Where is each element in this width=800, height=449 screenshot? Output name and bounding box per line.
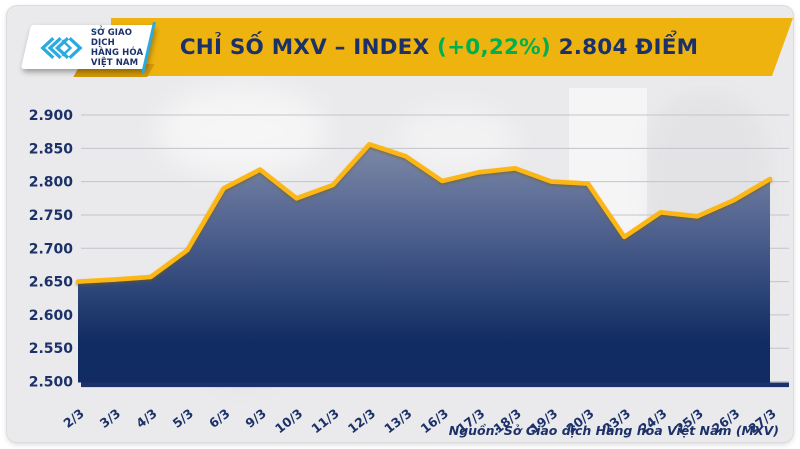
x-tick-label: 3/3 — [97, 406, 124, 431]
x-tick-label: 6/3 — [206, 406, 233, 431]
index-area-chart: 2.900 2.850 2.800 2.750 2.700 2.650 2.600 2.550… — [29, 108, 789, 437]
y-tick-label: 2.600 — [29, 308, 74, 324]
x-tick-label: 16/3 — [418, 406, 451, 437]
area-series — [78, 144, 770, 383]
chart-card: 2.900 2.850 2.800 2.750 2.700 2.650 2.600 2.550… — [7, 6, 793, 442]
y-axis-labels: 2.900 2.850 2.800 2.750 2.700 2.650 2.600 2.550… — [29, 108, 74, 391]
y-tick-label: 2.500 — [29, 375, 74, 391]
mxv-chevron-icon — [40, 37, 83, 59]
x-tick-label: 9/3 — [242, 406, 269, 431]
x-tick-label: 4/3 — [133, 406, 160, 431]
x-tick-label: 13/3 — [381, 406, 414, 437]
mxv-logo: ™ SỞ GIAO DỊCH HÀNG HÓA VIỆT NAM — [31, 27, 155, 69]
x-tick-label: 11/3 — [308, 406, 341, 437]
chart-title-change: (+0,22%) — [437, 34, 551, 60]
y-tick-label: 2.550 — [29, 341, 74, 357]
x-tick-label: 2/3 — [60, 406, 87, 431]
x-tick-label: 10/3 — [272, 406, 305, 437]
source-note: Nguồn: Sở Giao dịch Hàng hóa Việt Nam (M… — [448, 423, 779, 438]
x-axis-baseline — [81, 382, 789, 388]
chart-title-value: 2.804 ĐIỂM — [550, 34, 699, 60]
logo-text: SỞ GIAO DỊCH HÀNG HÓA VIỆT NAM — [90, 27, 144, 69]
x-tick-label: 5/3 — [170, 406, 197, 431]
x-tick-label: 12/3 — [345, 406, 378, 437]
trademark-symbol: ™ — [93, 29, 99, 36]
y-tick-label: 2.700 — [29, 241, 74, 257]
title-bar: CHỈ SỐ MXV – INDEX (+0,22%) 2.804 ĐIỂM — [111, 18, 793, 76]
y-tick-label: 2.850 — [29, 141, 74, 157]
y-tick-label: 2.800 — [29, 175, 74, 191]
index-line — [75, 142, 773, 284]
y-tick-label: 2.750 — [29, 208, 74, 224]
y-tick-label: 2.650 — [29, 275, 74, 291]
y-tick-label: 2.900 — [29, 108, 74, 124]
chart-title: CHỈ SỐ MXV – INDEX — [179, 34, 438, 60]
